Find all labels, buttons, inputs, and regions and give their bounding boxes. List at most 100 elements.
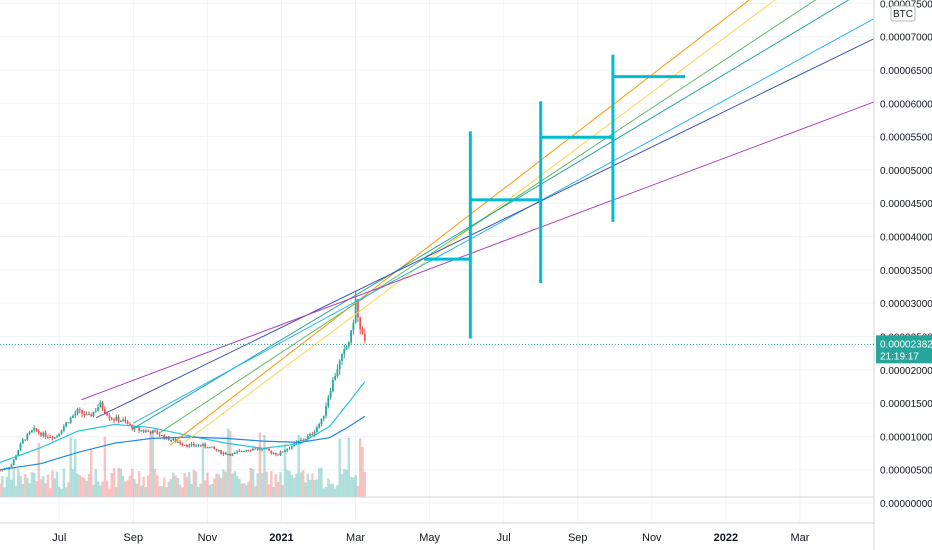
volume-bar <box>58 487 61 497</box>
fan-line[interactable] <box>133 0 851 429</box>
volume-bar <box>37 443 40 497</box>
candle-body <box>281 451 284 453</box>
volume-bar <box>149 434 152 497</box>
volume-bar <box>283 443 287 497</box>
candle-body <box>42 432 45 436</box>
candle-body <box>181 443 184 445</box>
volume-bar <box>313 480 316 497</box>
candle-body <box>300 439 302 441</box>
volume-bar <box>76 473 79 497</box>
candle-body <box>172 438 175 441</box>
volume-bar <box>240 483 243 497</box>
currency-badge-box <box>890 5 916 22</box>
candle-body <box>113 419 115 421</box>
candle-body <box>222 452 225 455</box>
time-axis[interactable]: Jul Sep Nov 2021 Mar May Jul Sep Nov 2022 Mar <box>52 532 810 544</box>
candle-body <box>74 413 77 416</box>
candle-body <box>236 451 239 453</box>
price-tick-label: 0.00005500 <box>880 133 932 144</box>
price-tick-label: 0.00000500 <box>880 466 932 477</box>
candle-body <box>46 436 49 438</box>
volume-bar <box>276 482 280 497</box>
candle-body <box>195 445 197 447</box>
candle-body <box>290 446 293 449</box>
volume-bar <box>292 477 296 497</box>
fan-line[interactable] <box>133 18 875 424</box>
candle-body <box>215 448 218 451</box>
volume-bar <box>64 487 68 497</box>
candle-body <box>106 412 109 416</box>
candle-body <box>325 406 327 416</box>
volume-bar <box>210 484 214 497</box>
volume-bars <box>0 428 874 498</box>
candle-body <box>117 417 120 422</box>
volume-bar <box>44 483 47 497</box>
volume-bar <box>183 473 186 497</box>
candle-body <box>147 430 150 432</box>
volume-bar <box>176 478 180 497</box>
fan-line[interactable] <box>96 38 875 419</box>
candle-body <box>322 415 325 419</box>
volume-bar <box>349 477 353 497</box>
candle-body <box>60 430 63 434</box>
volume-bar <box>308 479 312 497</box>
volume-bar <box>46 474 50 497</box>
volume-bar <box>115 487 118 497</box>
volume-bar <box>151 430 154 497</box>
volume-bar <box>21 484 24 497</box>
volume-bar <box>311 473 314 497</box>
price-tick-label: 0.00001000 <box>880 432 932 443</box>
volume-bar <box>279 472 282 497</box>
volume-bar <box>94 469 97 497</box>
candle-body <box>126 421 129 425</box>
volume-bar <box>242 482 246 497</box>
candle-body <box>85 413 88 416</box>
candle-body <box>318 423 321 428</box>
candle-body <box>167 436 170 441</box>
candle-body <box>78 409 81 411</box>
moving-average-line <box>0 415 366 471</box>
candle-body <box>49 437 52 439</box>
candle-body <box>304 438 307 440</box>
candle-body <box>15 455 17 460</box>
fan-line[interactable] <box>81 101 875 401</box>
fan-line[interactable] <box>170 0 751 446</box>
volume-bar <box>103 436 107 497</box>
volume-bar <box>60 488 63 497</box>
volume-bar <box>85 480 88 497</box>
candle-body <box>286 449 289 451</box>
volume-bar <box>295 473 298 497</box>
volume-bar <box>78 475 81 497</box>
volume-bar <box>105 480 109 497</box>
candle-body <box>56 435 58 437</box>
candle-body <box>12 459 15 466</box>
volume-bar <box>354 475 357 497</box>
volume-bar <box>263 434 266 497</box>
candle-body <box>245 450 248 452</box>
candle-body <box>354 299 357 323</box>
projection-bars[interactable] <box>424 54 686 339</box>
volume-bar <box>206 472 209 497</box>
candle-body <box>272 452 275 454</box>
volume-bar <box>7 467 11 497</box>
price-tick-label: 0.00007500 <box>880 0 932 10</box>
volume-bar <box>188 472 191 497</box>
price-tick-label: 0.00006000 <box>880 99 932 110</box>
candle-body <box>240 450 243 452</box>
candle-body <box>176 441 179 443</box>
candle-body <box>183 444 186 446</box>
time-tick-label: Jul <box>497 532 511 544</box>
volume-bar <box>340 474 344 497</box>
volume-bar <box>217 474 221 497</box>
volume-bar <box>108 488 111 497</box>
candle-body <box>238 450 241 452</box>
volume-bar <box>172 472 175 497</box>
volume-bar <box>265 471 268 497</box>
volume-bar <box>156 475 159 497</box>
volume-bar <box>336 485 339 497</box>
volume-bar <box>112 468 116 497</box>
candle-body <box>252 448 254 451</box>
currency-badge[interactable]: BTC <box>890 5 916 22</box>
volume-bar <box>331 483 335 497</box>
